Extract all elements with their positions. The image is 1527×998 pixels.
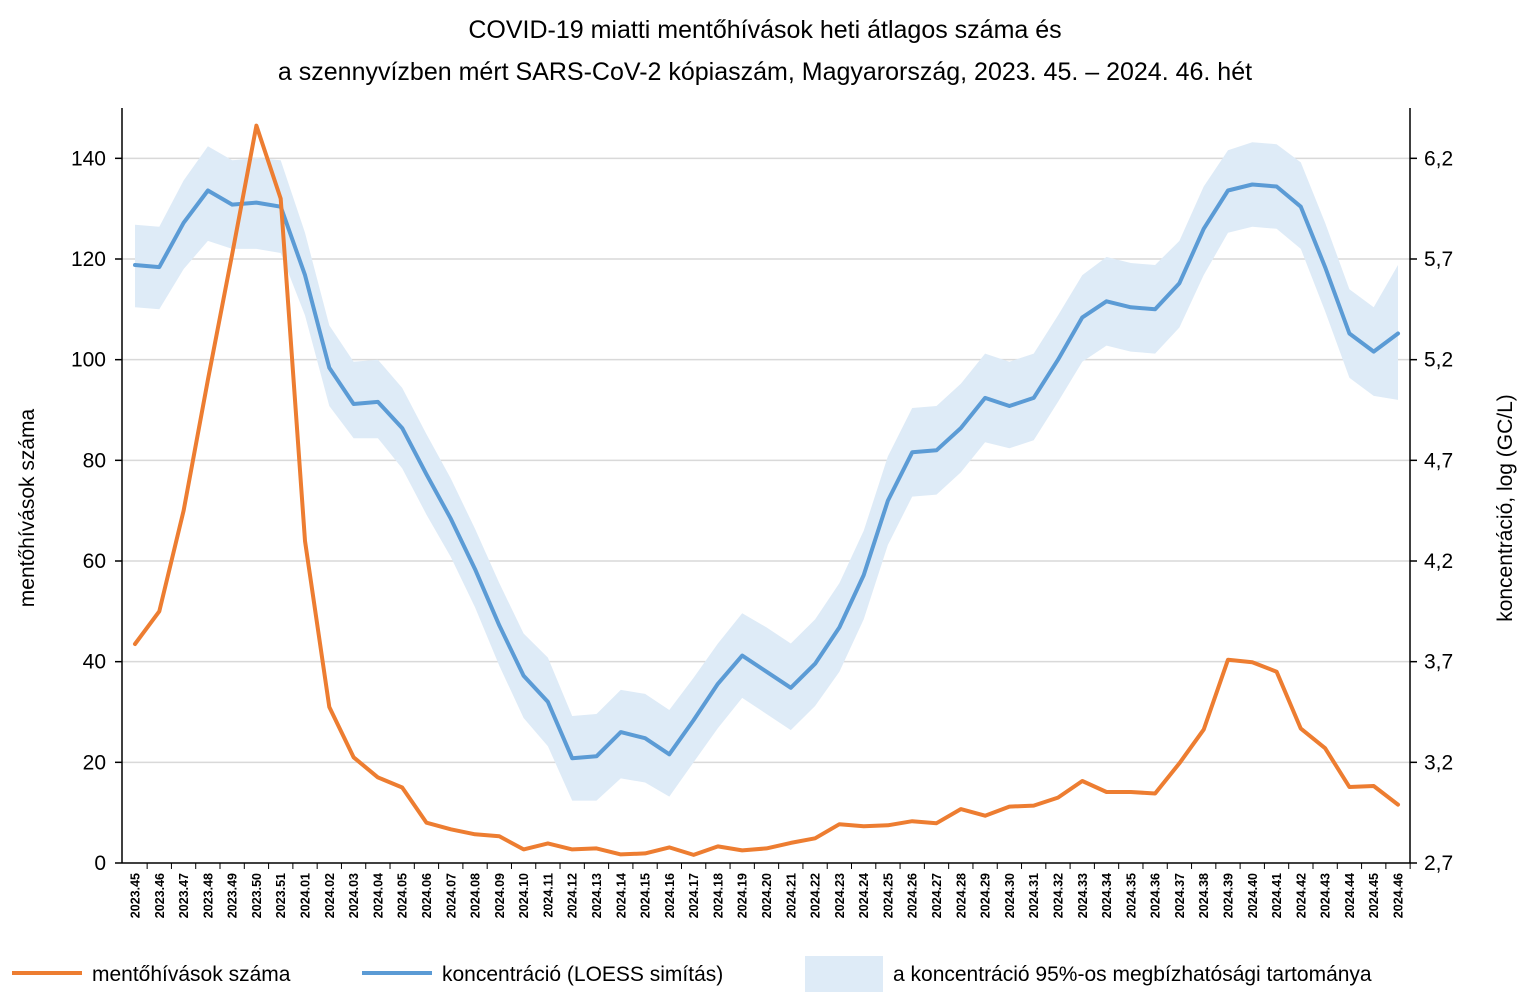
x-tick-label: 2024.23 <box>833 873 847 918</box>
x-tick-label: 2024.19 <box>736 873 750 918</box>
left-tick-label: 120 <box>71 248 106 271</box>
left-tick-label: 40 <box>83 651 106 674</box>
x-tick-label: 2023.48 <box>201 873 215 918</box>
right-tick-label: 5,7 <box>1424 248 1453 271</box>
concentration-line <box>133 182 1400 761</box>
x-tick-label: 2024.21 <box>784 873 798 918</box>
legend-swatch-ci-band <box>805 956 883 992</box>
x-tick-label: 2024.01 <box>299 873 313 918</box>
x-tick-label: 2024.15 <box>639 873 653 918</box>
x-tick-label: 2024.40 <box>1246 873 1260 918</box>
legend-label-calls: mentőhívások száma <box>92 963 291 986</box>
x-tick-label: 2024.31 <box>1027 873 1041 918</box>
ci-band <box>135 142 1398 801</box>
x-tick-label: 2024.43 <box>1319 873 1333 918</box>
x-tick-label: 2024.37 <box>1173 873 1187 918</box>
x-tick-label: 2024.27 <box>930 873 944 918</box>
x-tick-label: 2023.46 <box>153 873 167 918</box>
series-lines <box>133 123 1400 857</box>
x-tick-label: 2024.29 <box>979 873 993 918</box>
x-tick-label: 2024.36 <box>1149 873 1163 918</box>
left-tick-label: 60 <box>83 550 106 573</box>
legend-label-ci-band: a koncentráció 95%-os megbízhatósági tar… <box>893 963 1372 986</box>
chart-title-line-1: COVID-19 miatti mentőhívások heti átlago… <box>468 16 1061 44</box>
x-tick-label: 2024.07 <box>444 873 458 918</box>
x-tick-label: 2024.26 <box>906 873 920 918</box>
x-tick-label: 2024.04 <box>371 873 385 918</box>
x-tick-label: 2023.50 <box>250 873 264 918</box>
x-tick-label: 2024.13 <box>590 873 604 918</box>
x-tick-label: 2023.49 <box>226 873 240 918</box>
x-tick-label: 2024.12 <box>566 873 580 918</box>
x-tick-label: 2024.25 <box>881 873 895 918</box>
left-tick-label: 0 <box>94 852 106 875</box>
x-tick-label: 2024.18 <box>711 873 725 918</box>
x-tick-label: 2024.41 <box>1270 873 1284 918</box>
x-tick-label: 2023.51 <box>274 873 288 918</box>
ci-band-layer <box>135 142 1398 801</box>
left-tick-label: 20 <box>83 751 106 774</box>
right-tick-label: 3,7 <box>1424 651 1453 674</box>
tick-labels: 0 20 40 60 80 100 120 140 2,7 3,2 3,7 4,2 4,7 5,2 5,7 6… <box>71 147 1453 918</box>
axes <box>115 108 1417 869</box>
x-tick-label: 2024.38 <box>1197 873 1211 918</box>
x-tick-label: 2024.11 <box>541 873 555 918</box>
left-axis-label: mentőhívások száma <box>16 408 39 607</box>
x-tick-label: 2024.28 <box>954 873 968 918</box>
x-tick-label: 2024.39 <box>1222 873 1236 918</box>
legend-label-concentration: koncentráció (LOESS simítás) <box>442 963 723 986</box>
x-tick-label: 2024.08 <box>469 873 483 918</box>
chart-title-line-2: a szennyvízben mért SARS-CoV-2 kópiaszám… <box>278 58 1252 86</box>
x-tick-label: 2023.47 <box>177 873 191 918</box>
x-tick-label: 2024.44 <box>1343 873 1357 918</box>
right-tick-label: 6,2 <box>1424 147 1453 170</box>
x-tick-label: 2024.34 <box>1100 873 1114 918</box>
ambulance-calls-line <box>133 123 1400 857</box>
x-tick-label: 2024.45 <box>1367 873 1381 918</box>
x-tick-label: 2024.35 <box>1124 873 1138 918</box>
x-tick-label: 2024.03 <box>347 873 361 918</box>
x-tick-label: 2024.33 <box>1076 873 1090 918</box>
right-tick-label: 4,7 <box>1424 449 1453 472</box>
x-tick-label: 2024.20 <box>760 873 774 918</box>
x-tick-label: 2024.17 <box>687 873 701 918</box>
x-tick-label: 2024.42 <box>1294 873 1308 918</box>
x-tick-label: 2024.46 <box>1392 873 1406 918</box>
x-tick-label: 2023.45 <box>129 873 143 918</box>
right-tick-label: 5,2 <box>1424 349 1453 372</box>
x-tick-label: 2024.24 <box>857 873 871 918</box>
x-tick-label: 2024.02 <box>323 873 337 918</box>
x-tick-label: 2024.05 <box>396 873 410 918</box>
x-tick-label: 2024.30 <box>1003 873 1017 918</box>
x-tick-label: 2024.06 <box>420 873 434 918</box>
x-tick-label: 2024.14 <box>614 873 628 918</box>
x-tick-label: 2024.16 <box>663 873 677 918</box>
left-tick-label: 80 <box>83 449 106 472</box>
right-axis-label: koncentráció, log (GC/L) <box>1494 394 1517 622</box>
right-tick-label: 3,2 <box>1424 751 1453 774</box>
x-tick-label: 2024.10 <box>517 873 531 918</box>
right-tick-label: 2,7 <box>1424 852 1453 875</box>
left-tick-label: 100 <box>71 349 106 372</box>
right-tick-label: 4,2 <box>1424 550 1453 573</box>
legend: mentőhívások száma koncentráció (LOESS s… <box>12 956 1372 992</box>
x-tick-label: 2024.09 <box>493 873 507 918</box>
x-tick-label: 2024.32 <box>1052 873 1066 918</box>
x-tick-label: 2024.22 <box>809 873 823 918</box>
left-tick-label: 140 <box>71 147 106 170</box>
